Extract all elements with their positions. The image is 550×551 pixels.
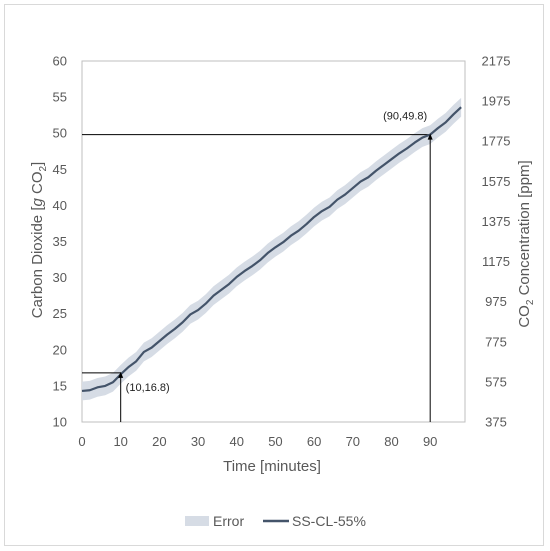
plot-border bbox=[81, 60, 466, 423]
x-tick-label: 10 bbox=[113, 434, 127, 449]
x-tick-labels: 0 10 20 30 40 50 60 70 80 90 bbox=[78, 434, 437, 449]
y2-tick-label: 1575 bbox=[482, 174, 511, 189]
x-tick-label: 80 bbox=[384, 434, 398, 449]
x-tick-label: 40 bbox=[230, 434, 244, 449]
legend-series-label: SS-CL-55% bbox=[292, 513, 366, 529]
y-axis-title-pre: Carbon Dioxide [ bbox=[29, 206, 46, 319]
chart-frame bbox=[4, 4, 544, 546]
y-axis-title-italic: g bbox=[29, 198, 46, 207]
legend-error-label: Error bbox=[213, 513, 244, 529]
y-tick-label: 60 bbox=[53, 54, 67, 69]
x-tick-label: 90 bbox=[423, 434, 437, 449]
y2-axis-title-post: Concentration [ppm] bbox=[516, 160, 533, 299]
y-tick-label: 50 bbox=[53, 126, 67, 141]
x-tick-label: 0 bbox=[78, 434, 85, 449]
plot-area: (10,16.8) (90,49.8) bbox=[81, 60, 466, 423]
y-axis-title-post: ] bbox=[29, 162, 46, 166]
y2-tick-label: 1175 bbox=[482, 254, 510, 269]
x-tick-label: 50 bbox=[268, 434, 282, 449]
x-tick-label: 30 bbox=[191, 434, 205, 449]
y-axis-title-mid: CO bbox=[29, 171, 46, 198]
y-tick-label: 15 bbox=[53, 378, 67, 393]
y2-tick-label: 975 bbox=[485, 294, 507, 309]
annotation-marker-0 bbox=[118, 371, 124, 378]
y-tick-label: 30 bbox=[53, 270, 67, 285]
y2-tick-label: 1375 bbox=[482, 214, 511, 229]
y-tick-label: 45 bbox=[53, 162, 67, 177]
x-tick-label: 60 bbox=[307, 434, 321, 449]
x-tick-label: 20 bbox=[152, 434, 166, 449]
y2-tick-label: 1775 bbox=[482, 134, 511, 149]
y-axis-title: Carbon Dioxide [g CO2] bbox=[29, 162, 49, 318]
y-axis-title-sub: 2 bbox=[38, 165, 49, 171]
y2-tick-label: 775 bbox=[485, 334, 507, 349]
x-tick-label: 70 bbox=[346, 434, 360, 449]
y2-tick-labels: 375 575 775 975 1175 1375 1575 1775 1975 2175 bbox=[482, 54, 511, 430]
y-tick-label: 55 bbox=[53, 90, 67, 105]
series-line-ss-cl-55 bbox=[81, 106, 462, 393]
legend: Error SS-CL-55% bbox=[185, 513, 366, 529]
y2-tick-label: 375 bbox=[485, 415, 507, 430]
y-tick-label: 20 bbox=[53, 342, 67, 357]
y2-tick-label: 2175 bbox=[482, 54, 511, 69]
annotation-label-0: (10,16.8) bbox=[126, 382, 170, 394]
y-tick-label: 35 bbox=[53, 234, 67, 249]
y2-axis-title: CO2 Concentration [ppm] bbox=[516, 160, 536, 327]
y2-tick-label: 1975 bbox=[482, 94, 511, 109]
x-axis-title: Time [minutes] bbox=[223, 458, 321, 475]
y-tick-labels: 10 15 20 25 30 35 40 45 50 55 60 bbox=[53, 54, 67, 430]
y-tick-label: 25 bbox=[53, 306, 67, 321]
y2-axis-title-sub: 2 bbox=[525, 299, 536, 305]
annotation-label-1: (90,49.8) bbox=[383, 111, 427, 123]
y2-tick-label: 575 bbox=[485, 374, 507, 389]
annotation-marker-1 bbox=[427, 133, 433, 140]
y2-axis-title-pre: CO bbox=[516, 305, 533, 328]
legend-error-swatch bbox=[185, 516, 209, 526]
y-tick-label: 40 bbox=[53, 198, 67, 213]
y-tick-label: 10 bbox=[53, 415, 67, 430]
